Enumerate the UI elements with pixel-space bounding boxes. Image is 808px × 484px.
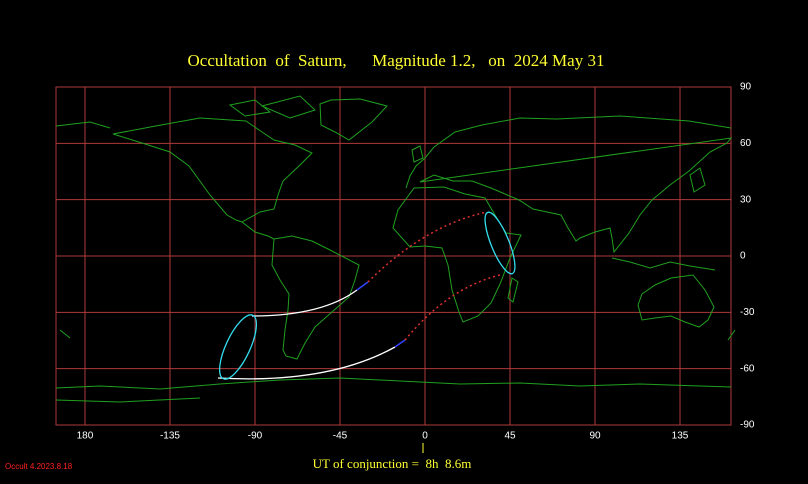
x-tick-label: -135 (160, 431, 180, 442)
new-zealand (59, 329, 736, 341)
eurasia (405, 115, 733, 254)
indonesia (611, 257, 716, 271)
title: Occultation of Saturn, Magnitude 1.2, on… (188, 51, 605, 70)
x-tick-label: -45 (333, 431, 348, 442)
central-america (241, 221, 275, 240)
x-tick-label: 0 (422, 431, 428, 442)
northern-limit (251, 289, 358, 317)
x-tick-label: 90 (589, 431, 601, 442)
rise-set-curve (484, 211, 516, 275)
y-tick-label: -60 (740, 363, 755, 374)
y-tick-label: 90 (740, 82, 752, 93)
coastlines (55, 95, 736, 403)
north-america (112, 117, 313, 223)
antarctica (55, 377, 732, 403)
x-tick-label: 45 (504, 431, 516, 442)
africa (392, 186, 522, 323)
madagascar (507, 277, 519, 303)
x-tick-label: 135 (672, 431, 689, 442)
y-tick-label: 60 (740, 138, 752, 149)
y-tick-label: 0 (740, 251, 746, 262)
y-tick-label: 30 (740, 194, 752, 205)
south-america (271, 235, 360, 360)
x-tick-label: 180 (77, 431, 94, 442)
y-tick-label: -30 (740, 307, 755, 318)
grid (56, 86, 731, 426)
southern-limit (217, 346, 396, 380)
track-segment (394, 339, 406, 348)
daylight-track (367, 211, 488, 283)
arctic-islands (55, 95, 316, 129)
rise-set-curve (218, 314, 258, 380)
y-tick-label: -90 (740, 420, 755, 431)
version: Occult 4.2023.8.18 (5, 462, 73, 471)
conjunction-time: UT of conjunction = 8h 8.6m (313, 456, 472, 471)
japan (689, 167, 706, 193)
x-tick-label: -90 (248, 431, 263, 442)
australia (637, 274, 715, 328)
track-segment (356, 281, 369, 291)
greenland (319, 98, 388, 141)
map-frame (55, 86, 732, 426)
occultation-tracks (217, 211, 516, 380)
uk (411, 145, 424, 163)
